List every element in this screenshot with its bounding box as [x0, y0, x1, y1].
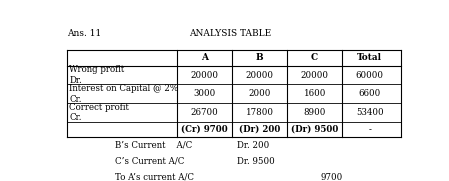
- Text: Interest on Capital @ 2%
Cr.: Interest on Capital @ 2% Cr.: [69, 84, 178, 104]
- Text: 53400: 53400: [356, 108, 383, 117]
- Text: 6600: 6600: [359, 89, 381, 98]
- Text: Dr. 200: Dr. 200: [237, 141, 269, 150]
- Text: -: -: [368, 125, 371, 134]
- Text: 20000: 20000: [190, 71, 218, 79]
- Text: (Dr) 200: (Dr) 200: [239, 125, 280, 134]
- Text: 9700: 9700: [321, 173, 343, 181]
- Text: 17800: 17800: [246, 108, 273, 117]
- Text: ANALYSIS TABLE: ANALYSIS TABLE: [189, 29, 271, 38]
- Text: 20000: 20000: [300, 71, 329, 79]
- Text: 3000: 3000: [193, 89, 216, 98]
- Text: 1600: 1600: [304, 89, 326, 98]
- Text: Correct profit
Cr.: Correct profit Cr.: [69, 103, 129, 122]
- Text: A: A: [201, 53, 208, 62]
- Text: 2000: 2000: [248, 89, 271, 98]
- Text: 20000: 20000: [246, 71, 273, 79]
- Text: B’s Current    A/C: B’s Current A/C: [115, 141, 193, 150]
- Text: 26700: 26700: [190, 108, 218, 117]
- Text: B: B: [255, 53, 263, 62]
- Text: C: C: [311, 53, 318, 62]
- Text: 60000: 60000: [356, 71, 384, 79]
- Text: C’s Current A/C: C’s Current A/C: [115, 157, 185, 166]
- Text: Ans. 11: Ans. 11: [66, 29, 101, 38]
- Text: Total: Total: [357, 53, 382, 62]
- Text: Wrong profit
Dr.: Wrong profit Dr.: [69, 65, 125, 85]
- Text: To A’s current A/C: To A’s current A/C: [115, 173, 194, 181]
- Text: (Cr) 9700: (Cr) 9700: [181, 125, 228, 134]
- Text: Dr. 9500: Dr. 9500: [237, 157, 275, 166]
- Text: 8900: 8900: [304, 108, 326, 117]
- Text: (Dr) 9500: (Dr) 9500: [291, 125, 338, 134]
